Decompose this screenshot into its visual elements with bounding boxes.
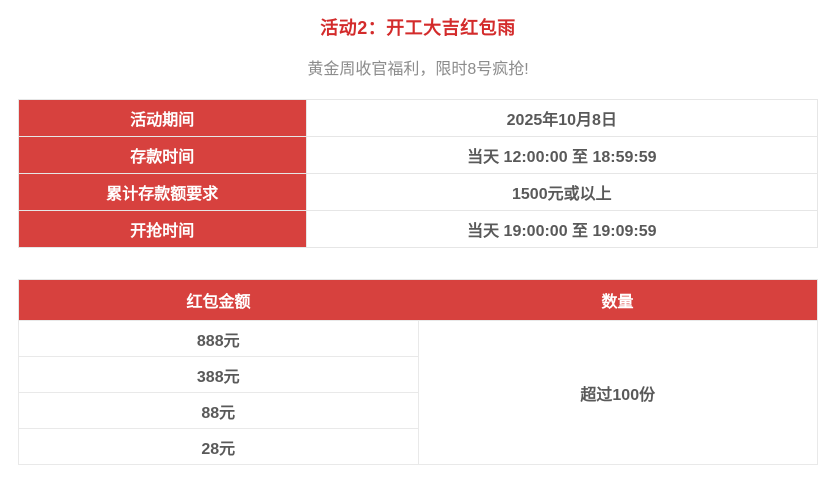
table-row: 888元 超过100份 xyxy=(18,320,818,465)
info-label-grab-time: 开抢时间 xyxy=(18,210,307,248)
activity-info-table: 活动期间 2025年10月8日 存款时间 当天 12:00:00 至 18:59… xyxy=(18,99,819,248)
prize-amount-cell: 388元 xyxy=(18,356,419,393)
info-value-activity-period: 2025年10月8日 xyxy=(305,99,819,137)
table-row: 开抢时间 当天 19:00:00 至 19:09:59 xyxy=(18,210,819,248)
table-row: 28元 xyxy=(18,428,818,465)
info-value-grab-time: 当天 19:00:00 至 19:09:59 xyxy=(305,210,819,248)
info-label-activity-period: 活动期间 xyxy=(18,99,307,137)
info-value-deposit-time: 当天 12:00:00 至 18:59:59 xyxy=(305,136,819,174)
content-container: 活动期间 2025年10月8日 存款时间 当天 12:00:00 至 18:59… xyxy=(18,99,819,465)
info-value-deposit-requirement: 1500元或以上 xyxy=(305,173,819,211)
prize-amount-cell: 888元 xyxy=(18,320,419,357)
table-row: 累计存款额要求 1500元或以上 xyxy=(18,173,819,211)
prize-amount-cell: 88元 xyxy=(18,392,419,429)
prize-header-amount: 红包金额 xyxy=(18,279,418,321)
table-header-row: 红包金额 数量 xyxy=(18,279,818,321)
page-title: 活动2：开工大吉红包雨 xyxy=(320,18,516,38)
page-subtitle: 黄金周收官福利，限时8号疯抢! xyxy=(307,61,529,78)
table-row: 388元 xyxy=(18,356,818,393)
table-row: 活动期间 2025年10月8日 xyxy=(18,99,819,137)
table-row: 存款时间 当天 12:00:00 至 18:59:59 xyxy=(18,136,819,174)
prize-quantity-cell: 超过100份 xyxy=(417,320,818,465)
info-label-deposit-time: 存款时间 xyxy=(18,136,307,174)
info-label-deposit-requirement: 累计存款额要求 xyxy=(18,173,307,211)
prize-header-quantity: 数量 xyxy=(418,279,818,321)
red-packet-prize-table: 红包金额 数量 888元 超过100份 388元 88元 28元 xyxy=(18,279,818,465)
prize-amount-cell: 28元 xyxy=(18,428,419,465)
